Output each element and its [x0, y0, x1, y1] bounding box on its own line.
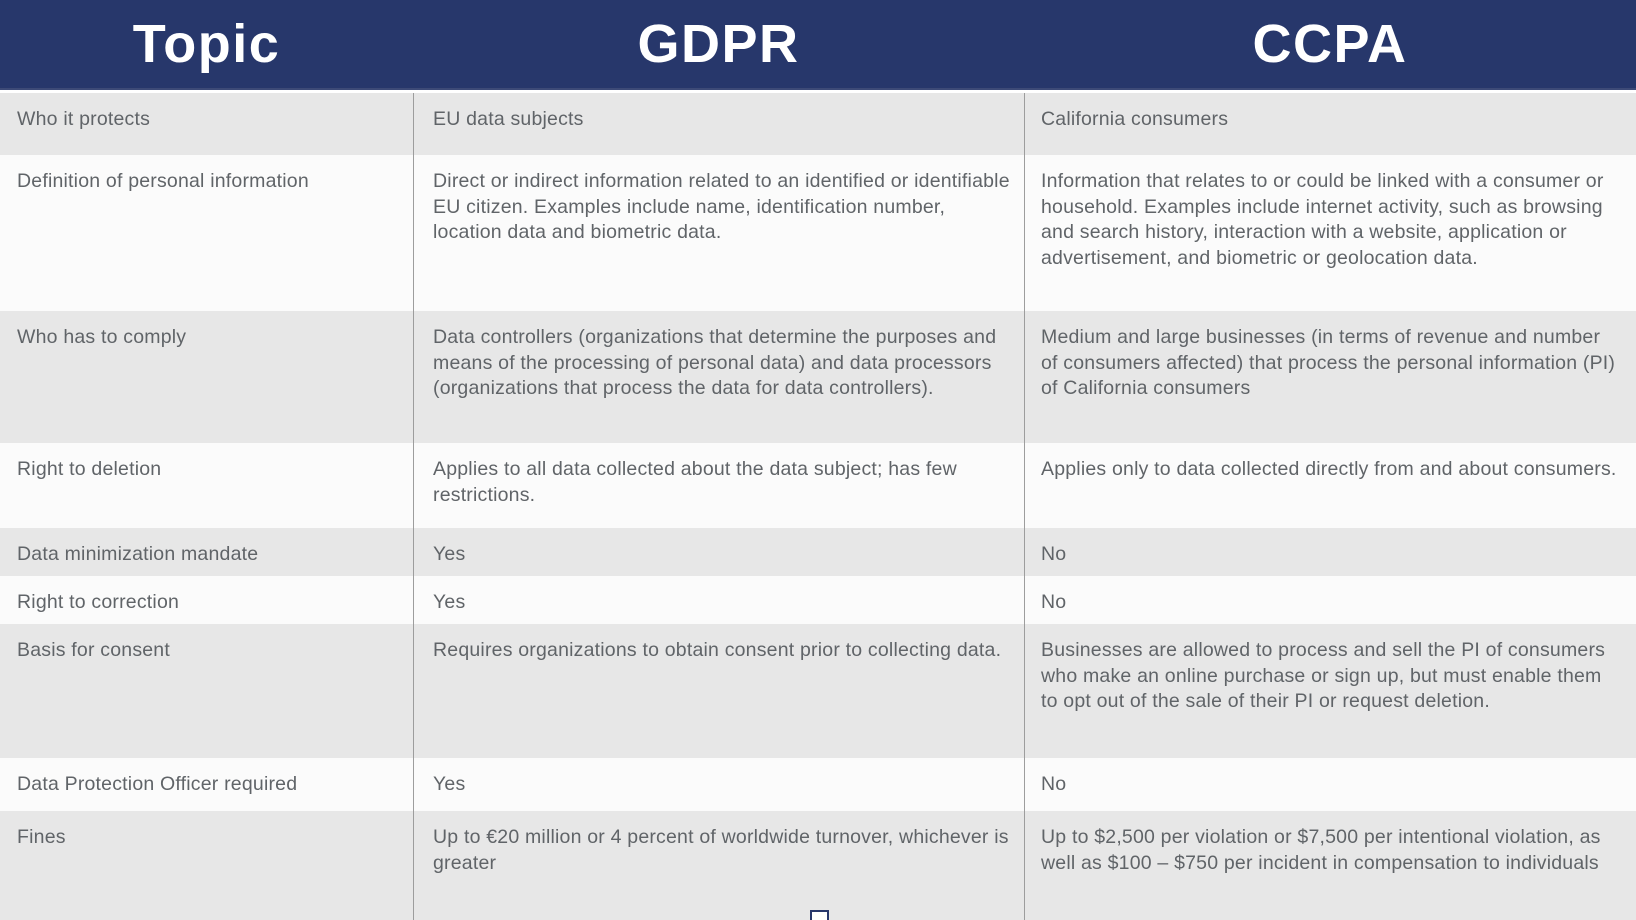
table-row: Data minimization mandate Yes No	[0, 528, 1636, 576]
topic-cell: Fines	[17, 826, 66, 848]
gdpr-cell: Applies to all data collected about the …	[413, 443, 1024, 528]
topic-cell: Who has to comply	[17, 326, 187, 348]
topic-cell: Who it protects	[17, 108, 151, 130]
resize-handle-icon[interactable]	[810, 910, 829, 920]
ccpa-cell: Up to $2,500 per violation or $7,500 per…	[1024, 811, 1636, 920]
table-row: Right to correction Yes No	[0, 576, 1636, 624]
ccpa-cell: No	[1024, 576, 1636, 624]
table-row: Right to deletion Applies to all data co…	[0, 443, 1636, 528]
ccpa-cell: No	[1024, 528, 1636, 576]
table-row: Definition of personal information Direc…	[0, 155, 1636, 311]
topic-cell: Data Protection Officer required	[17, 773, 298, 795]
gdpr-cell: Yes	[413, 576, 1024, 624]
gdpr-cell: Yes	[413, 528, 1024, 576]
gdpr-cell: EU data subjects	[413, 93, 1024, 155]
header-gdpr: GDPR	[637, 14, 800, 74]
topic-cell: Right to correction	[17, 591, 180, 613]
table-row: Who it protects EU data subjects Califor…	[0, 93, 1636, 155]
topic-cell: Basis for consent	[17, 639, 170, 661]
gdpr-cell: Up to €20 million or 4 percent of worldw…	[413, 811, 1024, 920]
gdpr-cell: Requires organizations to obtain consent…	[413, 624, 1024, 758]
header-ccpa: CCPA	[1252, 14, 1408, 74]
ccpa-cell: No	[1024, 758, 1636, 811]
header-topic: Topic	[132, 14, 281, 74]
topic-cell: Definition of personal information	[17, 170, 309, 192]
gdpr-cell: Yes	[413, 758, 1024, 811]
ccpa-cell: Information that relates to or could be …	[1024, 155, 1636, 311]
gdpr-cell: Direct or indirect information related t…	[413, 155, 1024, 311]
topic-cell: Right to deletion	[17, 458, 162, 480]
table-row: Who has to comply Data controllers (orga…	[0, 311, 1636, 443]
table-row: Fines Up to €20 million or 4 percent of …	[0, 811, 1636, 920]
table-row: Data Protection Officer required Yes No	[0, 758, 1636, 811]
table-row: Basis for consent Requires organizations…	[0, 624, 1636, 758]
gdpr-cell: Data controllers (organizations that det…	[413, 311, 1024, 443]
ccpa-cell: Applies only to data collected directly …	[1024, 443, 1636, 528]
topic-cell: Data minimization mandate	[17, 543, 259, 565]
ccpa-cell: Businesses are allowed to process and se…	[1024, 624, 1636, 758]
table-header: Topic GDPR CCPA	[0, 0, 1636, 90]
ccpa-cell: California consumers	[1024, 93, 1636, 155]
table-body: Who it protects EU data subjects Califor…	[0, 93, 1636, 920]
ccpa-cell: Medium and large businesses (in terms of…	[1024, 311, 1636, 443]
